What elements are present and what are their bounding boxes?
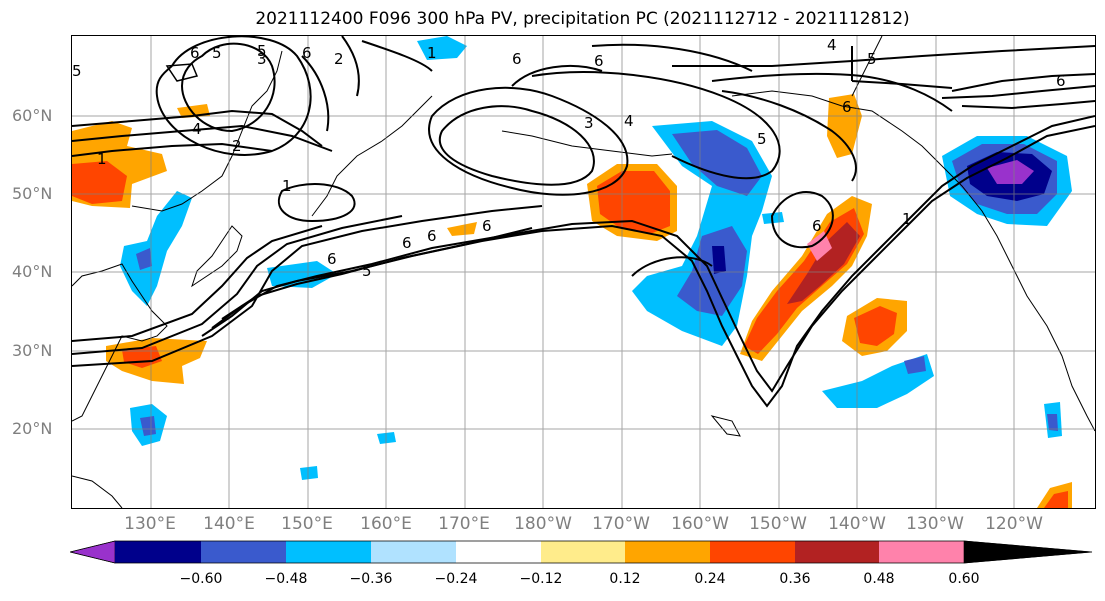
map-panel: 6 5 3 2 1 2 4 1 6 6 5 6 6 5 3 4 5 6 4 5 …	[71, 35, 1096, 509]
contour-label: 6	[427, 227, 437, 245]
contour-label: 4	[624, 112, 634, 130]
precip-negative-region	[712, 246, 726, 274]
lat-label: 20°N	[12, 419, 53, 438]
lon-label: 170°W	[592, 514, 650, 534]
contour-label: 5	[757, 130, 767, 148]
contour-label: 6	[1056, 72, 1066, 90]
contour-label: 6	[482, 217, 492, 235]
contour-label: 1	[427, 44, 437, 62]
contour-label: 1	[902, 210, 912, 228]
contour-label: 5	[212, 44, 222, 62]
lon-label: 160°E	[360, 514, 412, 534]
contour-label: 6	[402, 234, 412, 252]
precip-positive-region	[447, 222, 477, 236]
precip-negative-region	[672, 130, 762, 196]
lon-label: 130°E	[124, 514, 176, 534]
precip-negative-region	[140, 416, 156, 436]
precip-positive-region	[72, 161, 127, 204]
contour-label: 5	[362, 262, 372, 280]
precip-negative-region	[987, 160, 1034, 184]
coastlines	[72, 36, 1095, 508]
colorbar-tick-label: 0.24	[694, 571, 726, 587]
precip-negative-region	[120, 191, 192, 306]
contour-label: 5	[257, 42, 267, 60]
colorbar-tick-label: −0.36	[349, 571, 393, 587]
contour-label: 6	[190, 44, 200, 62]
lon-label: 120°W	[985, 514, 1043, 534]
precip-negative-region	[1047, 414, 1058, 431]
contour-label: 5	[867, 50, 877, 68]
colorbar-tick-label: −0.24	[434, 571, 478, 587]
colorbar-segment	[879, 541, 964, 563]
precip-positive-region	[597, 171, 670, 234]
precip-negative-region	[417, 36, 467, 60]
contour-label: 4	[192, 120, 202, 138]
precip-negative-region	[904, 356, 926, 374]
precip-positive-region	[854, 306, 897, 346]
lon-label: 160°W	[671, 514, 729, 534]
precip-positive-region	[827, 94, 862, 158]
precip-negative-region	[267, 261, 337, 288]
colorbar-segment	[70, 540, 116, 564]
precip-positive-region	[787, 222, 860, 304]
contour-label: 5	[72, 62, 82, 80]
precip-negative-region	[300, 466, 318, 480]
contour-label: 2	[334, 50, 344, 68]
colorbar	[70, 540, 1093, 564]
contour-label-group: 6 5 3 2 1 2 4 1 6 6 5 6 6 5 3 4 5 6 4 5 …	[72, 36, 1066, 280]
colorbar-segment	[710, 541, 795, 563]
contour-label: 6	[302, 44, 312, 62]
contour-label: 3	[584, 114, 594, 132]
colorbar-tick-label: 0.12	[609, 571, 641, 587]
map-canvas: 6 5 3 2 1 2 4 1 6 6 5 6 6 5 3 4 5 6 4 5 …	[72, 36, 1095, 508]
lon-label: 150°E	[281, 514, 333, 534]
colorbar-tick-label: −0.12	[519, 571, 563, 587]
precip-positive-region	[1044, 491, 1068, 508]
colorbar-outline	[70, 540, 1093, 564]
colorbar-tick-label: 0.48	[863, 571, 895, 587]
lon-label: 150°W	[749, 514, 807, 534]
colorbar-segment	[201, 541, 286, 563]
colorbar-tick-label: 0.60	[948, 571, 980, 587]
lat-label: 30°N	[12, 341, 53, 360]
lon-label: 140°W	[828, 514, 886, 534]
contour-label: 1	[97, 150, 107, 168]
lon-label: 180°W	[514, 514, 572, 534]
contour-label: 1	[282, 177, 292, 195]
colorbar-segment	[963, 540, 1093, 564]
colorbar-segment	[371, 541, 456, 563]
colorbar-segment	[541, 541, 625, 563]
colorbar-segment	[625, 541, 710, 563]
contour-label: 4	[827, 36, 837, 54]
precip-negative-region	[136, 248, 152, 270]
colorbar-tick-label: −0.48	[264, 571, 308, 587]
map-title: 2021112400 F096 300 hPa PV, precipitatio…	[255, 9, 910, 29]
contour-label: 2	[232, 137, 242, 155]
contour-label: 3	[257, 50, 267, 68]
pv-contours	[72, 36, 1095, 408]
lon-label: 140°E	[203, 514, 255, 534]
lat-label: 50°N	[12, 184, 53, 203]
contour-label: 6	[594, 52, 604, 70]
gridlines	[72, 36, 1095, 508]
lon-label: 130°W	[906, 514, 964, 534]
precip-positive-region	[807, 231, 832, 261]
lat-label: 40°N	[12, 262, 53, 281]
lat-label: 60°N	[12, 106, 53, 125]
colorbar-tick-label: −0.60	[179, 571, 223, 587]
contour-label: 6	[812, 217, 822, 235]
lon-label: 170°E	[438, 514, 490, 534]
colorbar-segment	[286, 541, 371, 563]
colorbar-segment	[795, 541, 879, 563]
colorbar-segment	[456, 541, 541, 563]
contour-label: 6	[327, 250, 337, 268]
contour-label: 6	[512, 50, 522, 68]
colorbar-tick-label: 0.36	[779, 571, 811, 587]
precip-negative-region	[677, 226, 747, 316]
precip-positive-region	[72, 141, 97, 162]
contour-label: 6	[842, 98, 852, 116]
colorbar-segment	[115, 541, 201, 563]
